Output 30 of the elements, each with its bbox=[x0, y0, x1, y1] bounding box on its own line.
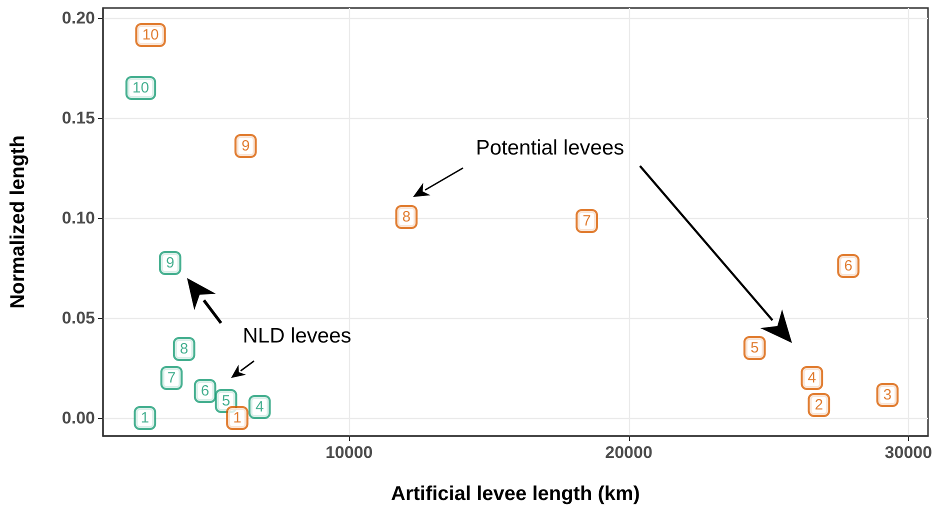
y-tick-label: 0.20 bbox=[62, 8, 95, 28]
x-axis-title: Artificial levee length (km) bbox=[391, 483, 640, 505]
annotation: 6 bbox=[200, 382, 210, 400]
annotation: 1 bbox=[140, 410, 150, 426]
y-tick-label: 0.15 bbox=[62, 108, 95, 128]
y-tick-label: 0.05 bbox=[62, 308, 95, 328]
y-tick-label: 0.00 bbox=[62, 408, 95, 428]
y-axis-title: Normalized length bbox=[7, 135, 29, 309]
text: NLD levees bbox=[242, 324, 352, 348]
annotation: 8 bbox=[402, 208, 411, 226]
annotation: 4 bbox=[808, 370, 816, 386]
annotation: 10 bbox=[132, 80, 150, 96]
annotation: 9 bbox=[241, 138, 250, 154]
annotation: 5 bbox=[750, 340, 759, 356]
annotation: 3 bbox=[883, 386, 892, 404]
annotation: 9 bbox=[166, 254, 174, 272]
annotation: 7 bbox=[582, 212, 591, 230]
annotation: 7 bbox=[167, 370, 176, 386]
annotation: 1 bbox=[233, 410, 242, 426]
y-tick-label: 0.10 bbox=[62, 208, 95, 228]
annotation: 4 bbox=[255, 398, 264, 416]
text: Potential levees bbox=[476, 136, 624, 160]
annotation: 6 bbox=[844, 258, 852, 274]
annotation: 2 bbox=[814, 396, 824, 414]
x-tick-label: 10000 bbox=[325, 443, 373, 462]
annotation: 5 bbox=[222, 392, 230, 410]
x-tick-label: 30000 bbox=[884, 443, 932, 462]
annotation: 10 bbox=[142, 26, 159, 44]
annotation: 8 bbox=[180, 340, 188, 358]
x-tick-label: 20000 bbox=[605, 443, 652, 462]
